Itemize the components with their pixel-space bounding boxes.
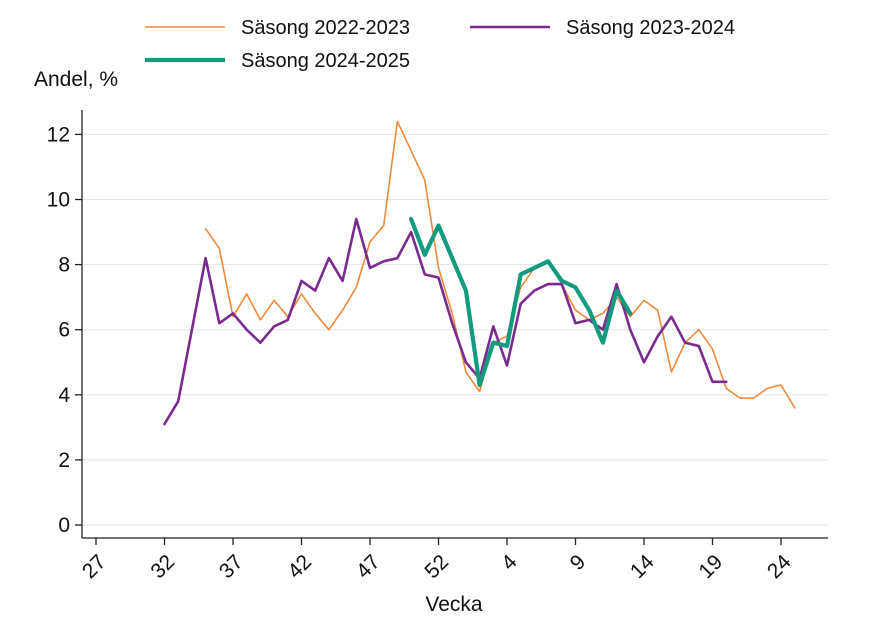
x-tick-label: 37 [215,550,248,583]
y-tick-label: 12 [47,123,70,146]
x-tick-label: 52 [420,550,453,583]
legend-item-2022-2023: Säsong 2022-2023 [145,17,410,39]
legend: Säsong 2022-2023 Säsong 2023-2024 Säsong… [145,17,735,72]
x-tick-label: 32 [146,550,179,583]
y-tick-label: 4 [58,384,70,407]
legend-item-2023-2024: Säsong 2023-2024 [470,17,735,39]
y-axis: 0 2 4 6 8 10 12 [47,110,83,538]
x-axis: 27 32 37 42 47 52 4 9 14 19 24 [78,537,828,583]
legend-label-2022-2023: Säsong 2022-2023 [241,17,410,39]
x-tick-label: 27 [78,550,111,583]
y-tick-label: 0 [58,514,70,537]
x-tick-label: 14 [626,550,659,583]
y-tick-label: 6 [58,319,70,342]
x-tick-label: 42 [283,550,316,583]
gridlines [82,133,828,526]
y-tick-label: 10 [47,189,70,212]
x-tick-label: 9 [566,550,591,575]
legend-item-2024-2025: Säsong 2024-2025 [145,50,410,72]
x-tick-label: 47 [352,550,385,583]
x-tick-label: 19 [694,550,727,583]
y-tick-label: 2 [58,449,70,472]
x-tick-label: 4 [497,550,522,575]
legend-label-2023-2024: Säsong 2023-2024 [566,17,735,39]
y-axis-title: Andel, % [34,68,118,91]
series-line-2022-2023 [204,120,796,409]
x-tick-label: 24 [763,550,796,583]
series-layer [163,120,796,426]
y-tick-label: 8 [58,254,70,277]
x-axis-title: Vecka [425,593,483,616]
series-line-2023-2024 [163,217,728,426]
legend-label-2024-2025: Säsong 2024-2025 [241,50,410,72]
